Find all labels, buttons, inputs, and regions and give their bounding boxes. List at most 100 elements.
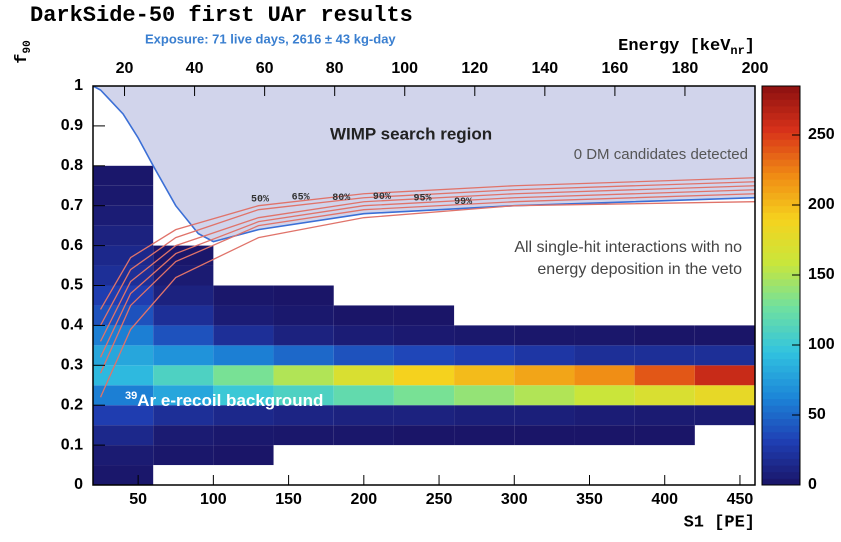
colorbar-frame [761, 85, 801, 486]
contour-label: 65% [292, 193, 310, 204]
acceptance-contour [99, 185, 756, 342]
colorbar-tick-label: 100 [808, 336, 835, 353]
y-tick-label: 0.5 [61, 277, 83, 294]
heatmap-cell [93, 445, 154, 466]
colorbar-step [762, 179, 800, 187]
heatmap-cell [333, 345, 394, 366]
colorbar-tick-label: 0 [808, 476, 817, 493]
colorbar-step [762, 391, 800, 400]
acceptance-contour [99, 177, 756, 310]
contour-label: 50% [251, 195, 269, 206]
heatmap-cell [454, 445, 514, 465]
x2-tick-label: 40 [186, 60, 204, 77]
heatmap-cell [333, 305, 394, 326]
colorbar-step [762, 352, 800, 360]
heatmap-cell [694, 365, 755, 386]
heatmap-cell [333, 365, 394, 386]
heatmap-cell [93, 185, 154, 206]
heatmap-cell [454, 246, 514, 266]
heatmap-cell [574, 365, 635, 386]
heatmap-cell [635, 305, 695, 325]
heatmap-cell [213, 266, 273, 286]
heatmap-cell [213, 365, 274, 386]
region-label: WIMP search region [330, 124, 492, 143]
heatmap-cell [574, 465, 634, 485]
colorbar-step [762, 298, 800, 306]
colorbar-step [762, 365, 800, 373]
colorbar-step [762, 438, 800, 446]
heatmap-cell [454, 286, 514, 306]
colorbar-step [762, 458, 800, 466]
heatmap-cell [273, 325, 334, 346]
x-tick-label: 400 [651, 491, 678, 508]
heatmap-cell [514, 305, 574, 325]
heatmap-cell [695, 206, 755, 226]
x2-tick-label: 60 [256, 60, 274, 77]
colorbar-step [762, 385, 800, 393]
heatmap-cell [274, 246, 334, 266]
heatmap-cell [454, 345, 515, 366]
colorbar-tick-label: 150 [808, 266, 835, 283]
heatmap-cell [93, 405, 154, 426]
heatmap-cell [273, 405, 334, 426]
colorbar-step [762, 325, 800, 333]
heatmap-cell [153, 325, 214, 346]
heatmap-cell [394, 246, 454, 266]
colorbar-step [762, 451, 800, 459]
heatmap-cell [213, 305, 274, 326]
heatmap-cell [153, 465, 213, 485]
heatmap-cell [93, 345, 154, 366]
heatmap-cell [153, 345, 214, 366]
selection-label: energy deposition in the veto [537, 261, 742, 278]
contour-label: 90% [373, 192, 391, 203]
colorbar-step [762, 105, 800, 114]
heatmap-cell [93, 325, 154, 346]
y-tick-label: 0.3 [61, 357, 83, 374]
heatmap-cell [514, 425, 575, 446]
colorbar-step [762, 245, 800, 253]
x-axis-label: S1 [PE] [684, 513, 755, 532]
heatmap-cell [333, 325, 394, 346]
heatmap-cell [393, 425, 455, 446]
x-tick-label: 100 [200, 491, 227, 508]
x-tick-label: 250 [426, 491, 453, 508]
heatmap-cell [153, 365, 214, 386]
colorbar-step [762, 225, 800, 233]
colorbar-step [762, 212, 800, 220]
colorbar-step [762, 332, 800, 340]
heatmap-cell [153, 385, 214, 406]
heatmap-cell [454, 385, 515, 406]
heatmap-cell [695, 465, 755, 485]
heatmap-cell [93, 465, 154, 485]
colorbar-step [762, 199, 800, 207]
heatmap-cell [695, 305, 755, 325]
colorbar-step [762, 238, 800, 247]
candidates-label: 0 DM candidates detected [574, 146, 748, 163]
heatmap-cell [454, 266, 514, 286]
heatmap-cell [635, 206, 695, 226]
colorbar-step [762, 92, 800, 100]
x2-tick-label: 80 [326, 60, 344, 77]
colorbar-step [762, 152, 800, 160]
colorbar-step [762, 418, 800, 426]
heatmap-cell [695, 286, 755, 306]
colorbar-step [762, 165, 800, 173]
heatmap-cell [514, 385, 575, 406]
heatmap-cell [574, 385, 635, 406]
heatmap-cell [514, 286, 574, 306]
heatmap-cell [273, 305, 334, 326]
colorbar-step [762, 99, 800, 107]
contour-label: 95% [413, 194, 431, 205]
heatmap-cell [334, 445, 394, 465]
heatmap-cell [274, 445, 334, 465]
x2-label-main: Energy [keV [618, 37, 731, 56]
x-tick-label: 200 [350, 491, 377, 508]
y-tick-label: 1 [74, 77, 83, 94]
colorbar-step [762, 285, 800, 293]
colorbar-step [762, 192, 800, 200]
heatmap-cell [574, 305, 634, 325]
x2-axis-label: Energy [keVnr] [618, 37, 755, 58]
plot-area: 50% 65% 80% 90% 95% 99%50 100 150 200 250 300 350 40… [61, 60, 835, 508]
colorbar-step [762, 139, 800, 147]
heatmap-cell [333, 385, 394, 406]
